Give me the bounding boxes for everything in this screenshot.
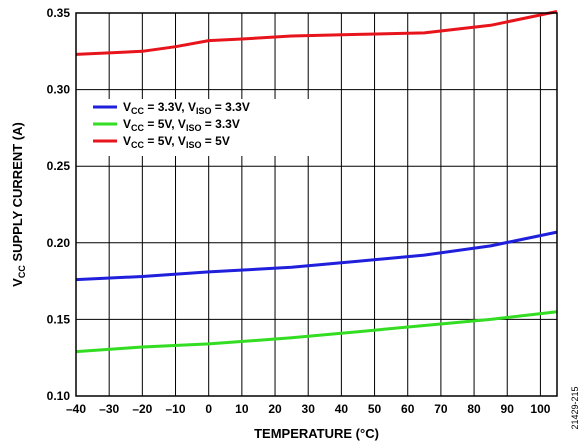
y-tick-label: 0.30 (47, 83, 71, 97)
x-tick-label: 40 (335, 402, 349, 416)
x-tick-label: 60 (401, 402, 415, 416)
series-line-0 (75, 230, 558, 282)
x-tick-label: –40 (66, 402, 86, 416)
x-tick-label: 50 (368, 402, 382, 416)
x-tick-label: 20 (268, 402, 282, 416)
plot-frame (75, 12, 558, 397)
y-tick-label: 0.25 (47, 159, 71, 173)
x-tick-label: –20 (132, 402, 152, 416)
legend-label-0: VCC = 3.3V, VISO = 3.3V (123, 100, 250, 116)
y-axis-label-rest: SUPPLY CURRENT (A) (10, 122, 25, 265)
y-axis-label-main: V (10, 278, 25, 287)
x-tick-label: 100 (530, 402, 550, 416)
y-axis-label: VCC SUPPLY CURRENT (A) (10, 122, 27, 287)
x-tick-labels: –40 –30 –20 –10 0 10 20 30 40 50 60 70 80 90 100 (66, 402, 551, 416)
legend-background (88, 99, 310, 156)
x-tick-label: 70 (434, 402, 448, 416)
y-tick-labels: 0.10 0.15 0.20 0.25 0.30 0.35 (47, 6, 71, 403)
x-tick-label: 90 (501, 402, 515, 416)
x-tick-label: 80 (467, 402, 481, 416)
x-axis-label: TEMPERATURE (°C) (254, 426, 379, 441)
grid (75, 12, 557, 397)
series-lines (75, 10, 558, 354)
x-tick-label: –30 (99, 402, 119, 416)
x-tick-label: 10 (235, 402, 249, 416)
x-tick-label: 30 (302, 402, 316, 416)
series-line-1 (75, 310, 558, 354)
legend-label-1: VCC = 5V, VISO = 3.3V (123, 117, 240, 133)
figure-id: 21429-215 (570, 386, 580, 429)
legend-label-2: VCC = 5V, VISO = 5V (123, 134, 230, 150)
x-tick-label: 0 (205, 402, 212, 416)
y-tick-label: 0.35 (47, 6, 71, 20)
x-tick-label: –10 (166, 402, 186, 416)
y-tick-label: 0.15 (47, 312, 71, 326)
y-axis-label-sub: CC (17, 265, 27, 278)
series-line-2 (75, 10, 558, 56)
y-tick-label: 0.10 (47, 389, 71, 403)
y-tick-label: 0.20 (47, 236, 71, 250)
